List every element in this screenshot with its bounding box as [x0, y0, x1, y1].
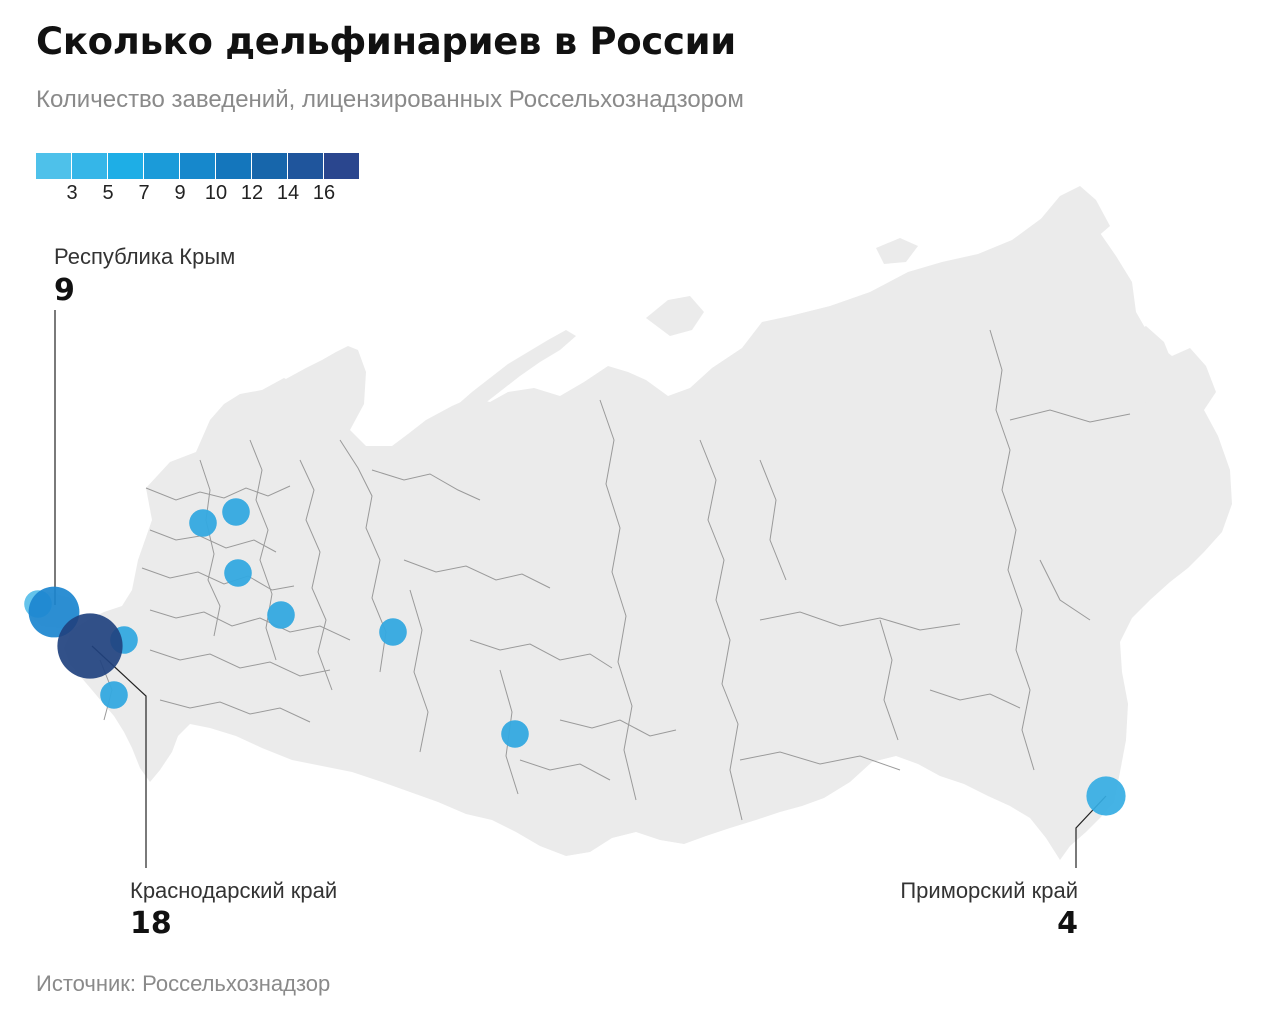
krasnodar-count: 18 — [130, 906, 172, 941]
crimea-count: 9 — [54, 273, 75, 308]
legend-swatch-5 — [180, 153, 215, 179]
legend-tick: 16 — [312, 182, 336, 204]
legend-tick-labels: 3 5 7 9 10 12 14 16 — [36, 179, 360, 205]
legend-color-scale — [36, 153, 360, 179]
dolphinarium-marker — [222, 498, 250, 526]
region-borders — [99, 329, 1131, 821]
dolphinarium-markers — [24, 498, 1126, 816]
legend-swatch-7 — [252, 153, 287, 179]
legend-swatch-9 — [324, 153, 359, 179]
primorsky-label: Приморский край — [900, 878, 1078, 903]
legend-swatch-1 — [36, 153, 71, 179]
legend-tick: 10 — [204, 182, 228, 204]
page-subtitle: Количество заведений, лицензированных Ро… — [36, 86, 744, 113]
legend-tick: 14 — [276, 182, 300, 204]
dolphinarium-marker — [189, 509, 217, 537]
page-title: Сколько дельфинариев в России — [36, 20, 736, 63]
legend-swatch-2 — [72, 153, 107, 179]
marker-primorsky — [1086, 776, 1126, 816]
legend-swatch-8 — [288, 153, 323, 179]
legend-swatch-4 — [144, 153, 179, 179]
sakhalin-island — [1092, 618, 1118, 708]
marker-krasnodar — [57, 613, 123, 679]
dolphinarium-marker — [224, 559, 252, 587]
color-legend: 3 5 7 9 10 12 14 16 — [36, 153, 360, 205]
legend-tick: 3 — [66, 182, 78, 204]
legend-swatch-6 — [216, 153, 251, 179]
novaya-zemlya — [456, 330, 576, 414]
chukotka-peninsula — [1040, 186, 1110, 238]
source-note: Источник: Россельхознадзор — [36, 971, 331, 996]
legend-swatch-3 — [108, 153, 143, 179]
legend-tick: 7 — [138, 182, 150, 204]
krasnodar-label: Краснодарский край — [130, 878, 338, 903]
primorsky-count: 4 — [1057, 906, 1078, 941]
severnaya-zemlya — [646, 296, 704, 336]
legend-tick: 5 — [102, 182, 114, 204]
new-siberian-islands — [876, 238, 918, 264]
dolphinarium-marker — [501, 720, 529, 748]
kamchatka-peninsula — [1126, 326, 1186, 454]
crimea-label: Республика Крым — [54, 244, 236, 269]
legend-tick: 12 — [240, 182, 264, 204]
russia-mainland — [64, 194, 1232, 860]
dolphinarium-marker — [100, 681, 128, 709]
dolphinarium-marker — [379, 618, 407, 646]
legend-tick: 9 — [174, 182, 186, 204]
kola-peninsula — [210, 378, 300, 424]
dolphinarium-marker — [267, 601, 295, 629]
